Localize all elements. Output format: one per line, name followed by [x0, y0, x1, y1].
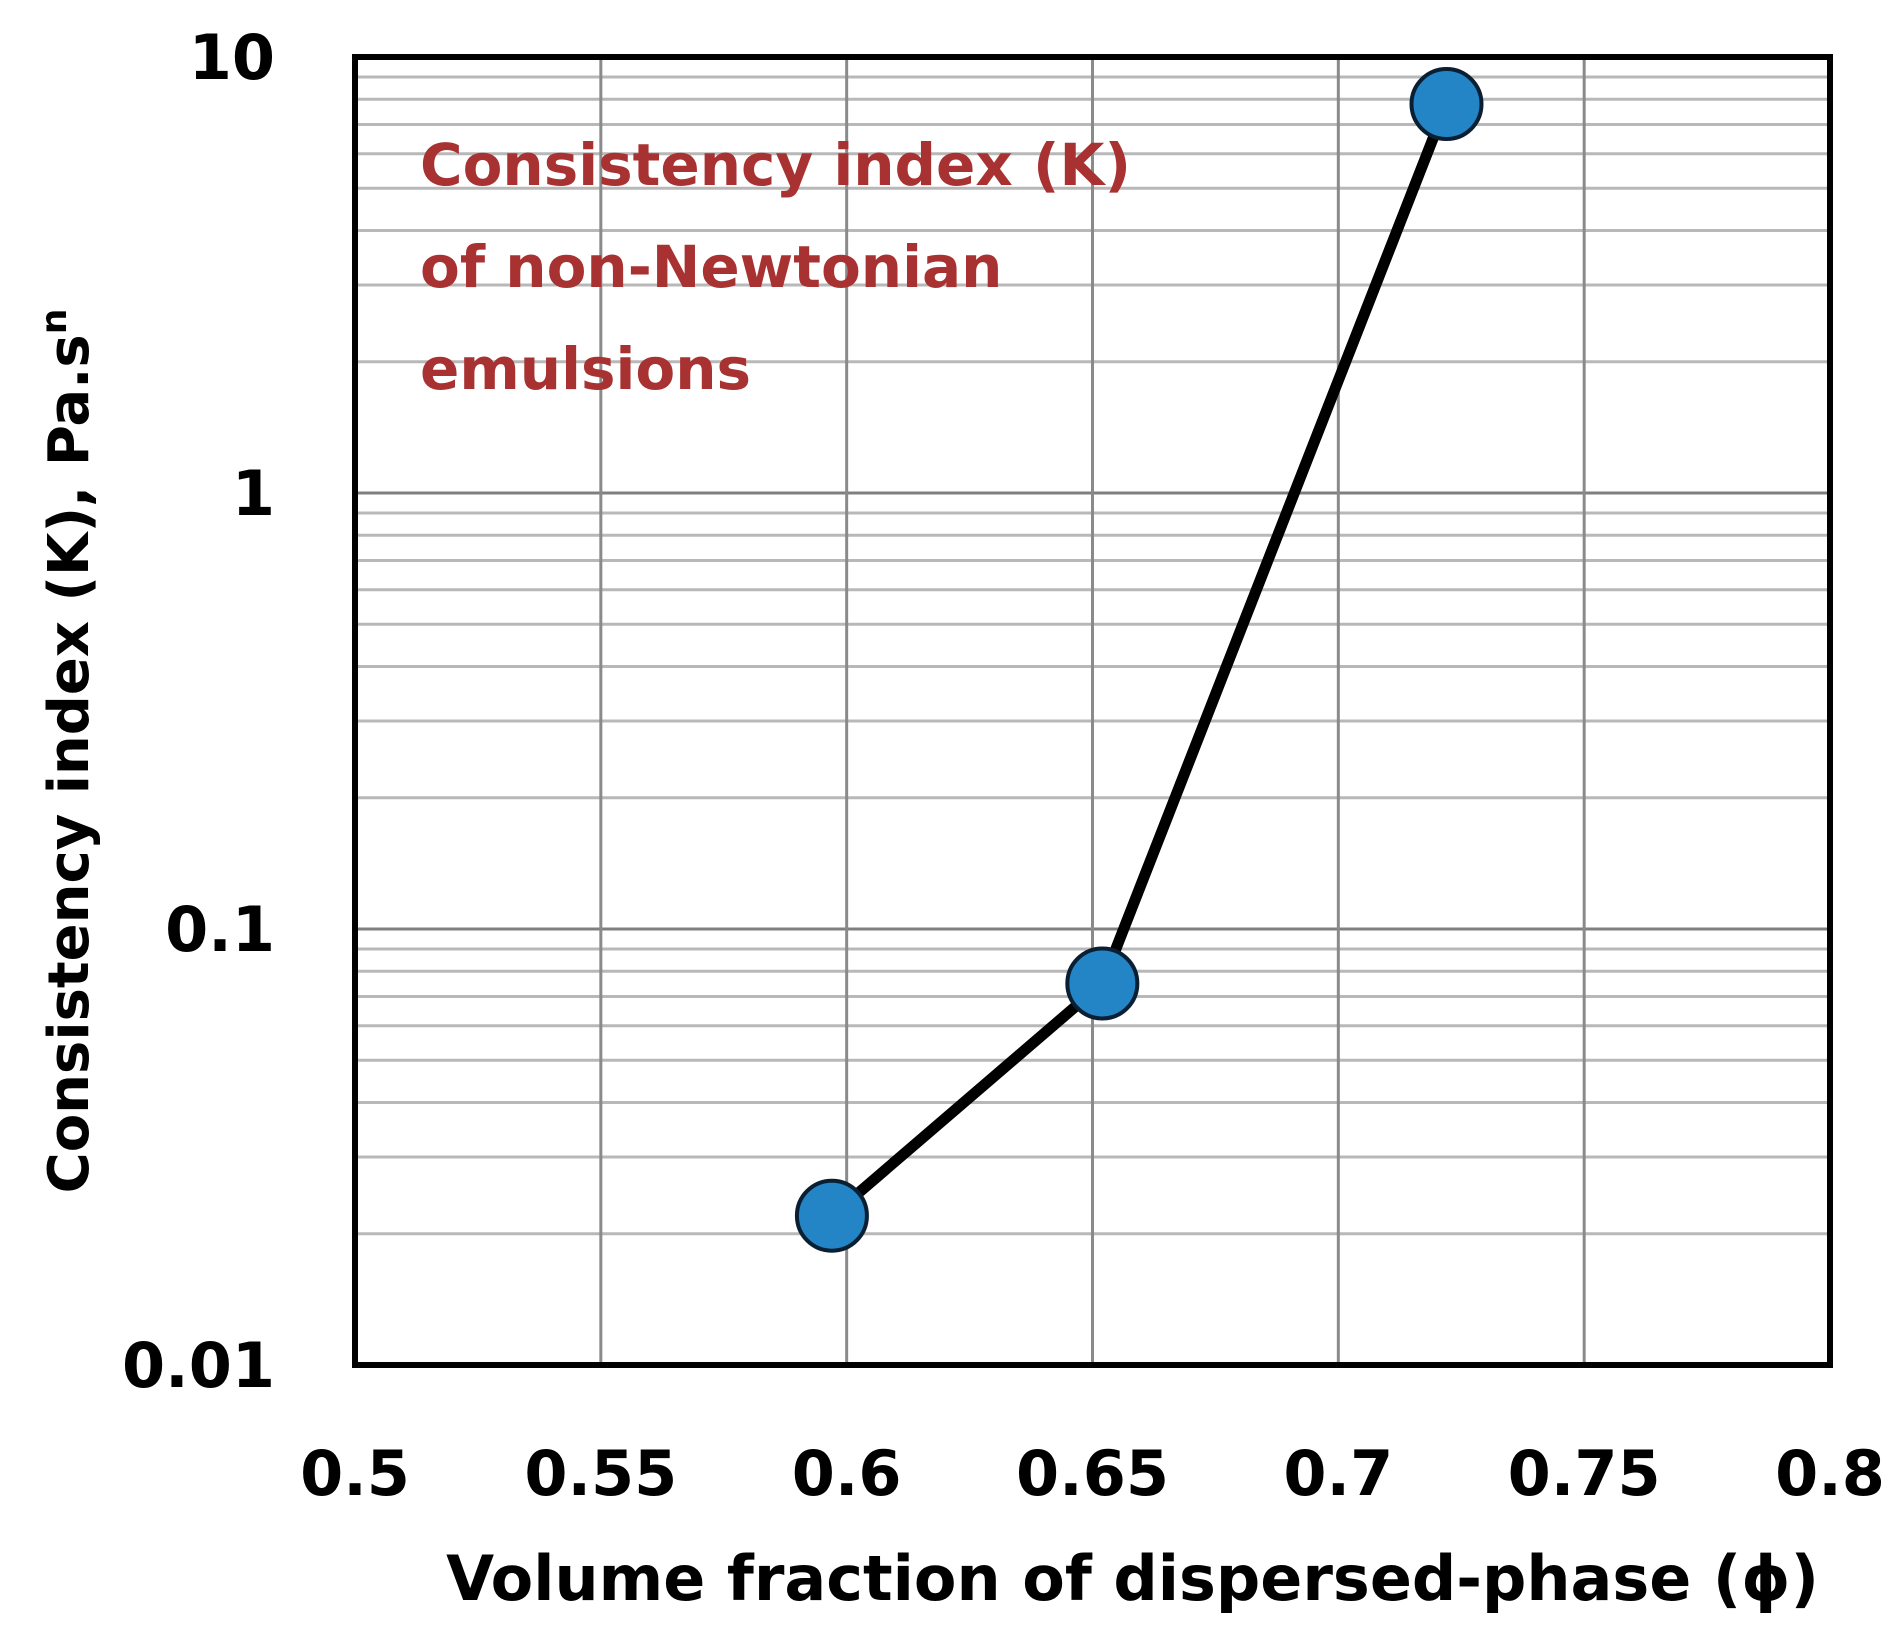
x-tick-label: 0.65 [1016, 1437, 1169, 1510]
x-tick-label: 0.6 [792, 1437, 902, 1510]
y-axis-title: Consistency index (K), Pa.sn [34, 309, 102, 1194]
x-axis-title: Volume fraction of dispersed-phase (ϕ) [446, 1542, 1819, 1615]
annotation-line-3: emulsions [420, 335, 751, 403]
chart-annotation: Consistency index (K) of non-Newtonian e… [420, 131, 1151, 403]
x-tick-label: 0.8 [1775, 1437, 1885, 1510]
y-tick-label: 1 [232, 457, 275, 530]
y-tick-label: 0.1 [165, 893, 275, 966]
y-tick-label: 0.01 [122, 1329, 275, 1402]
data-point [1409, 67, 1484, 142]
y-tick-labels: 0.01 0.1 1 10 [122, 21, 275, 1402]
data-point [794, 1178, 869, 1253]
x-tick-label: 0.7 [1283, 1437, 1393, 1510]
y-axis-title-main: Consistency index (K), Pa.s [37, 334, 102, 1193]
x-tick-label: 0.5 [300, 1437, 410, 1510]
plot-frame [352, 54, 1833, 1368]
x-tick-labels: 0.5 0.55 0.6 0.65 0.7 0.75 0.8 [300, 1437, 1885, 1510]
annotation-line-1: Consistency index (K) [420, 131, 1131, 199]
y-tick-label: 10 [189, 21, 275, 94]
x-tick-label: 0.75 [1508, 1437, 1661, 1510]
x-tick-label: 0.55 [524, 1437, 677, 1510]
annotation-line-2: of non-Newtonian [420, 233, 1002, 301]
data-point [1065, 946, 1140, 1021]
series-layer [794, 67, 1484, 1253]
y-axis-title-superscript: n [34, 309, 75, 335]
